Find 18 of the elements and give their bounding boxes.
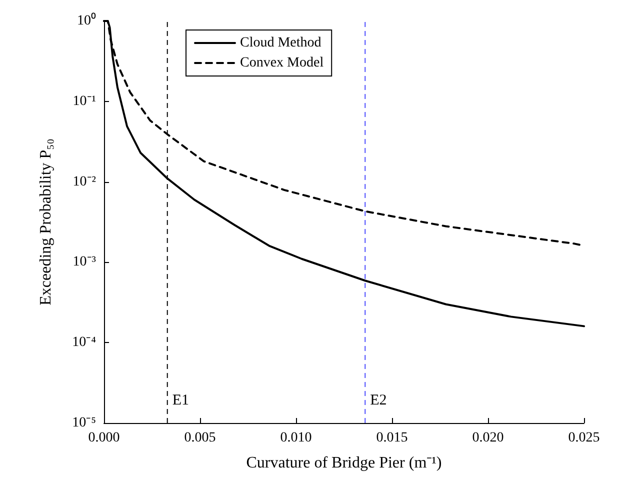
x-tick-label: 0.015 <box>376 430 408 446</box>
x-tick-label: 0.025 <box>568 430 600 446</box>
y-tick-label: 10⁻² <box>72 174 96 190</box>
legend-label: Convex Model <box>240 56 324 70</box>
legend-label: Cloud Method <box>240 36 322 50</box>
ref-line-label: E2 <box>370 392 387 408</box>
y-axis-title: Exceeding Probability P₅₀ <box>38 138 54 306</box>
ref-line-label: E1 <box>172 392 190 408</box>
y-tick-label: 10⁻³ <box>72 254 96 270</box>
x-tick-label: 0.000 <box>88 430 120 446</box>
x-tick-label: 0.010 <box>280 430 312 446</box>
y-tick-label: 10⁻¹ <box>72 94 96 109</box>
x-tick-label: 0.005 <box>184 430 216 446</box>
y-tick-label: 10⁻⁴ <box>72 335 96 350</box>
x-tick-label: 0.020 <box>472 430 504 446</box>
y-tick-label: 10⁰ <box>77 12 96 28</box>
y-tick-label: 10⁻⁵ <box>72 416 96 430</box>
x-axis-title: Curvature of Bridge Pier (m⁻¹) <box>246 454 442 472</box>
